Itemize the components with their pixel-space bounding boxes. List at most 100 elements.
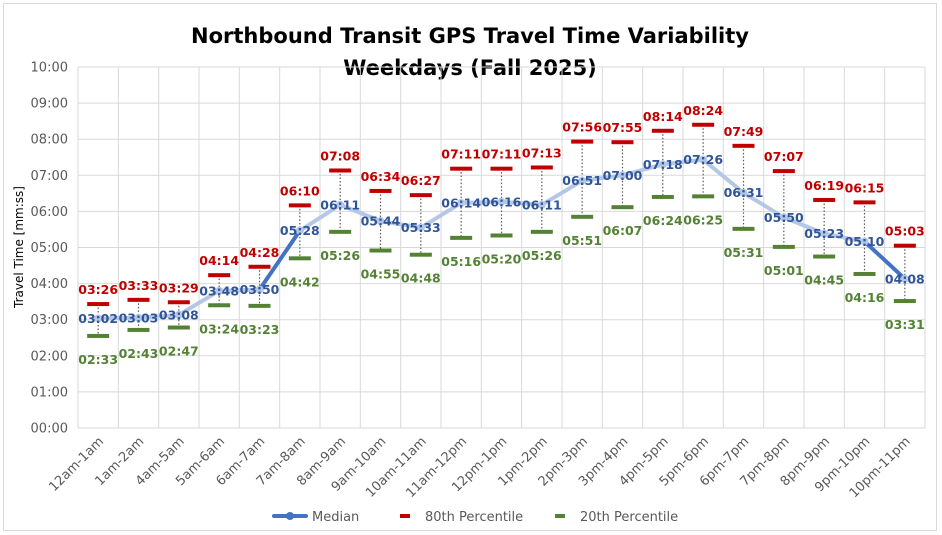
median-segment	[338, 202, 383, 224]
p80-label: 03:26	[78, 282, 118, 297]
p80-label: 07:49	[724, 124, 764, 139]
chart-title: Northbound Transit GPS Travel Time Varia…	[191, 24, 749, 48]
median-segment	[96, 315, 141, 321]
y-tick-label: 05:00	[31, 241, 68, 256]
p20-label: 02:33	[78, 352, 118, 367]
p20-marker	[288, 256, 311, 261]
p20-label: 05:31	[724, 245, 764, 260]
median-point	[174, 310, 183, 319]
drop-lines	[97, 124, 906, 336]
p20-marker	[208, 303, 231, 308]
y-tick-label: 06:00	[31, 205, 68, 220]
median-segment	[378, 219, 423, 230]
p80-label: 08:24	[683, 103, 723, 118]
median-line	[94, 155, 909, 323]
median-label: 05:23	[804, 226, 844, 241]
y-tick-label: 00:00	[31, 422, 68, 437]
median-point	[537, 200, 546, 209]
p20-label: 06:24	[643, 213, 683, 228]
p20-marker	[490, 233, 513, 238]
y-tick-label: 03:00	[31, 313, 68, 328]
median-point	[215, 286, 224, 295]
p80-label: 04:14	[199, 253, 239, 268]
gridlines	[77, 66, 926, 429]
p20-marker	[167, 325, 190, 330]
median-point	[739, 188, 748, 197]
p20-label: 02:47	[159, 344, 199, 359]
p80-label: 07:13	[522, 145, 562, 160]
median-label: 03:02	[78, 311, 118, 326]
median-point	[699, 155, 708, 164]
y-tick-label: 09:00	[31, 97, 68, 112]
x-tick-label: 12am-1am	[46, 434, 107, 495]
p20-marker	[329, 229, 352, 234]
p20-label: 05:51	[562, 233, 602, 248]
p80-label: 08:14	[643, 109, 683, 124]
p80-label: 07:07	[764, 149, 804, 164]
median-label: 03:50	[240, 282, 280, 297]
p20-label: 04:48	[401, 271, 441, 286]
p20-label: 05:26	[320, 248, 360, 263]
p80-marker	[248, 264, 271, 269]
median-point	[578, 176, 587, 185]
median-segment	[660, 157, 706, 167]
y-axis-ticks: 00:00 01:00 02:00 03:00 04:00 05:00 06:00 07:00…	[31, 61, 68, 437]
median-segment	[176, 288, 222, 317]
legend-median-label: Median	[312, 510, 359, 525]
p80-label: 07:56	[562, 120, 602, 135]
median-segment	[418, 200, 464, 230]
p80-marker	[732, 143, 755, 148]
p20-marker	[127, 327, 150, 332]
legend-p80-label: 80th Percentile	[425, 510, 523, 525]
p20-marker	[692, 194, 715, 199]
p20-marker	[651, 194, 674, 199]
median-point	[900, 274, 909, 283]
median-point	[295, 226, 304, 235]
p20-label: 05:01	[764, 263, 804, 278]
p80-label: 03:33	[119, 278, 159, 293]
median-label: 07:26	[683, 152, 723, 167]
y-tick-label: 07:00	[31, 169, 68, 184]
median-label: 03:48	[199, 283, 239, 298]
p80-label: 07:08	[320, 148, 360, 163]
p20-label: 04:42	[280, 274, 320, 289]
median-segment	[499, 199, 544, 207]
median-point	[255, 285, 264, 294]
median-point	[820, 229, 829, 238]
p20-marker	[530, 229, 553, 234]
percentile-markers	[87, 122, 916, 338]
median-point	[497, 197, 506, 206]
p20-marker	[772, 244, 795, 249]
median-segment	[580, 173, 625, 183]
median-label: 07:00	[603, 168, 643, 183]
p80-marker	[611, 140, 634, 145]
p20-marker	[409, 252, 432, 257]
p80-label: 05:03	[885, 224, 925, 239]
p20-label: 04:16	[845, 290, 885, 305]
chart-subtitle: Weekdays (Fall 2025)	[343, 56, 597, 80]
p80-marker	[813, 197, 836, 202]
p80-label: 06:34	[361, 169, 401, 184]
median-label: 06:16	[482, 194, 522, 209]
p80-marker	[329, 168, 352, 173]
median-point	[376, 217, 385, 226]
p80-label: 03:29	[159, 280, 199, 295]
median-point	[618, 171, 627, 180]
legend-median-dot	[286, 512, 294, 520]
p20-marker	[732, 226, 755, 231]
median-label: 04:08	[885, 271, 925, 286]
median-segment	[297, 202, 343, 233]
median-segment	[701, 157, 746, 195]
median-segment	[741, 190, 786, 220]
legend-p20-label: 20th Percentile	[580, 510, 678, 525]
p80-marker	[853, 200, 876, 205]
median-label: 05:28	[280, 223, 320, 238]
median-point	[860, 237, 869, 246]
legend: Median 80th Percentile 20th Percentile	[272, 510, 678, 525]
median-segment	[459, 199, 504, 205]
p20-marker	[450, 235, 473, 240]
p20-marker	[87, 333, 110, 338]
median-label: 06:51	[562, 173, 602, 188]
p80-marker	[288, 203, 311, 208]
